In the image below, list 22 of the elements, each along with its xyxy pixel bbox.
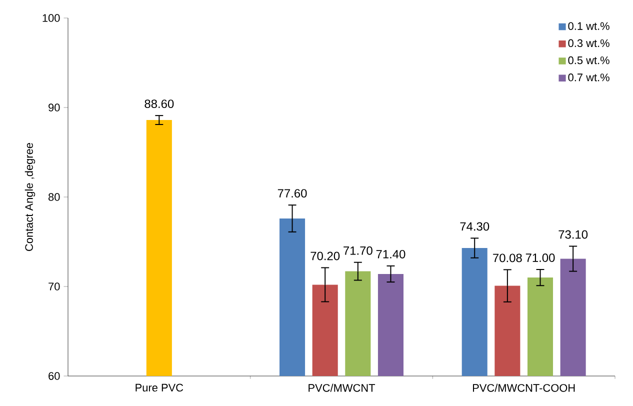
legend-label: 0.3 wt.% [568,39,610,48]
y-tick-label: 80 [48,193,60,201]
data-label: 71.40 [376,250,406,258]
y-tick-label: 100 [42,14,60,22]
data-label: 73.10 [558,230,588,239]
data-label: 74.30 [460,222,490,231]
data-label: 77.60 [278,189,307,198]
x-tick-label: PVC/MWCNT-COOH [472,384,575,392]
legend-label: 0.5 wt.% [568,56,610,64]
y-tick-label: 70 [48,282,60,290]
data-label: 70.08 [493,254,522,262]
x-tick-label: Pure PVC [136,384,184,392]
y-tick-label: 60 [48,372,60,380]
y-axis-title: Contact Angle ,degree [24,142,36,251]
data-label: 70.20 [310,252,340,260]
x-tick-label: PVC/MWCNT [308,384,376,392]
data-label: 71.00 [526,254,555,262]
data-label: 71.70 [344,246,372,255]
legend-label: 0.7 wt.% [568,74,610,82]
legend-label: 0.1 wt.% [568,22,610,30]
data-label: 88.60 [144,100,174,108]
y-tick-label: 90 [48,104,60,112]
